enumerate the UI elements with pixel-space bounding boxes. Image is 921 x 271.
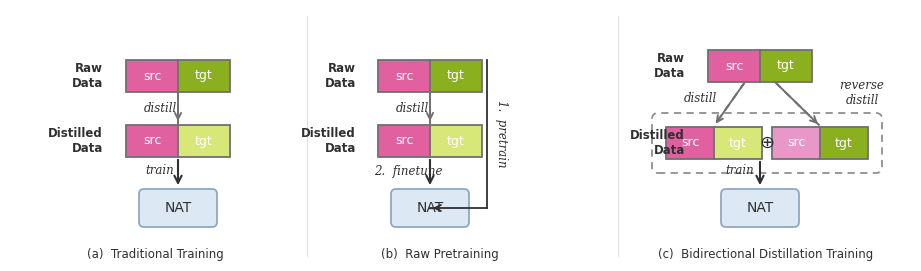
Bar [378, 60, 430, 92]
Text: src: src [143, 69, 161, 82]
Text: Raw
Data: Raw Data [72, 62, 103, 90]
Bar [430, 60, 482, 92]
Text: tgt: tgt [729, 137, 747, 150]
Bar [126, 60, 230, 92]
Text: (c)  Bidirectional Distillation Training: (c) Bidirectional Distillation Training [659, 248, 874, 261]
Text: train: train [726, 164, 754, 178]
Text: NAT: NAT [416, 201, 444, 215]
Text: tgt: tgt [777, 60, 795, 73]
Text: (b)  Raw Pretraining: (b) Raw Pretraining [381, 248, 499, 261]
Bar [714, 127, 762, 159]
Text: 2.  finetune: 2. finetune [374, 164, 442, 178]
Bar [126, 125, 230, 157]
Text: Distilled
Data: Distilled Data [48, 127, 103, 155]
Bar [666, 127, 714, 159]
Text: tgt: tgt [835, 137, 853, 150]
Bar [772, 127, 868, 159]
Bar [126, 125, 178, 157]
Text: tgt: tgt [195, 134, 213, 147]
Text: src: src [395, 69, 414, 82]
Bar [760, 50, 812, 82]
Bar [666, 127, 762, 159]
Text: distill: distill [144, 102, 177, 115]
Text: NAT: NAT [746, 201, 774, 215]
Text: tgt: tgt [195, 69, 213, 82]
Text: ⊕: ⊕ [760, 134, 775, 152]
Bar [178, 60, 230, 92]
Bar [378, 60, 482, 92]
Bar [708, 50, 760, 82]
FancyBboxPatch shape [139, 189, 217, 227]
Text: src: src [395, 134, 414, 147]
Bar [708, 50, 812, 82]
Bar [430, 125, 482, 157]
Text: tgt: tgt [447, 134, 465, 147]
FancyBboxPatch shape [391, 189, 469, 227]
Text: train: train [146, 164, 174, 178]
Text: tgt: tgt [447, 69, 465, 82]
Text: Distilled
Data: Distilled Data [301, 127, 356, 155]
Bar [378, 125, 430, 157]
Text: src: src [725, 60, 743, 73]
Text: src: src [787, 137, 805, 150]
Text: Raw
Data: Raw Data [654, 52, 685, 80]
Text: src: src [681, 137, 699, 150]
Text: distill: distill [395, 102, 428, 115]
Text: NAT: NAT [164, 201, 192, 215]
Text: Raw
Data: Raw Data [324, 62, 356, 90]
Bar [178, 125, 230, 157]
Bar [820, 127, 868, 159]
FancyBboxPatch shape [721, 189, 799, 227]
Text: src: src [143, 134, 161, 147]
Bar [378, 125, 482, 157]
Bar [772, 127, 820, 159]
Text: distill: distill [683, 92, 717, 105]
Text: (a)  Traditional Training: (a) Traditional Training [87, 248, 224, 261]
Text: 1.  pretrain: 1. pretrain [495, 100, 507, 168]
Text: reverse
distill: reverse distill [840, 79, 884, 107]
Text: Distilled
Data: Distilled Data [630, 129, 685, 157]
Bar [126, 60, 178, 92]
